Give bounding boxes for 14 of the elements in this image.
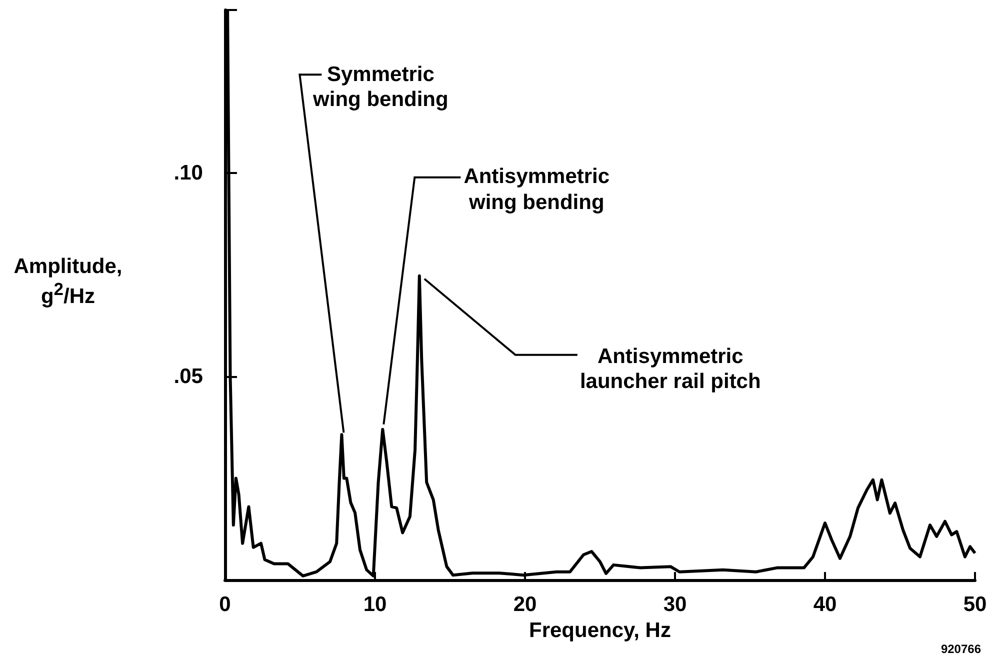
y-axis-title: Amplitude, g$^{2}$/Hz bbox=[12, 254, 124, 310]
x-axis-title: Frequency, Hz bbox=[528, 618, 672, 644]
x-tick-label: 20 bbox=[513, 593, 537, 616]
annotation: Symmetric wing bending bbox=[312, 62, 450, 112]
annotation: Antisymmetric launcher rail pitch bbox=[578, 344, 762, 394]
y-tick-label: .05 bbox=[174, 364, 204, 388]
x-tick-label: 0 bbox=[219, 593, 231, 616]
x-tick-label: 40 bbox=[813, 593, 837, 616]
annotation: Antisymmetric wing bending bbox=[462, 164, 611, 215]
x-tick-label: 50 bbox=[963, 593, 987, 616]
text: 920766 bbox=[940, 642, 981, 656]
x-tick-label: 30 bbox=[663, 593, 687, 616]
x-tick-label: 10 bbox=[363, 593, 387, 616]
y-tick-label: .10 bbox=[174, 161, 203, 184]
